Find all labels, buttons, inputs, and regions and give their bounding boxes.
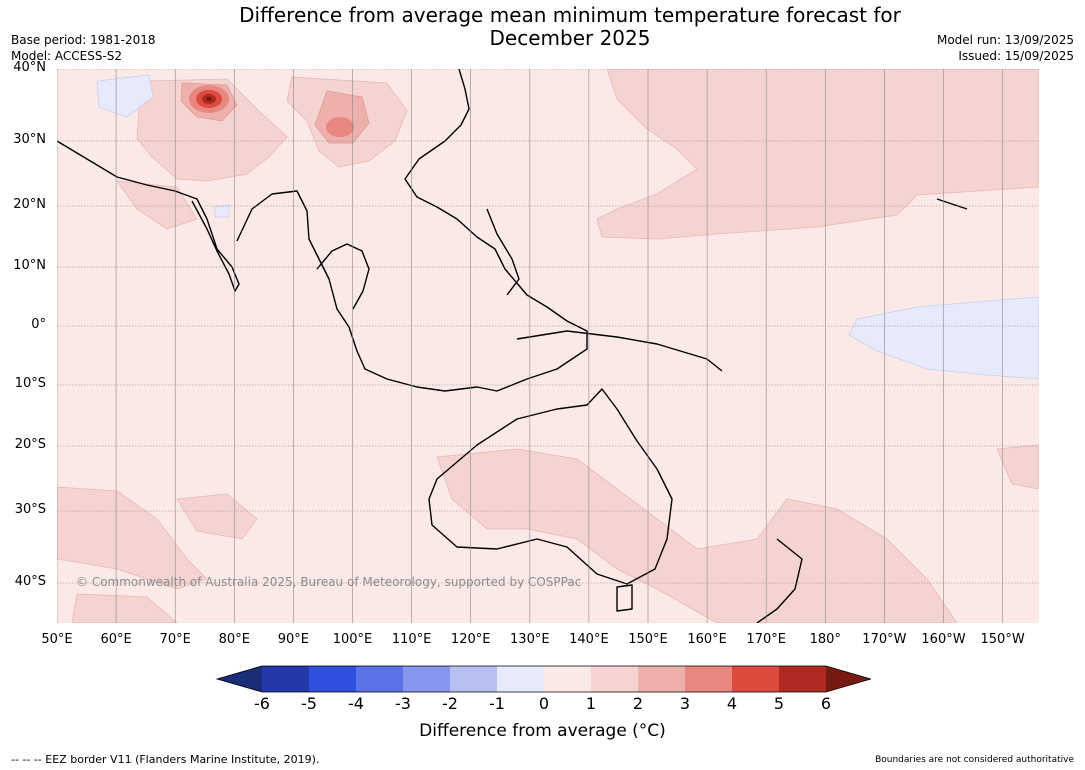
model-run-label: Model run: 13/09/2025 (936, 33, 1074, 47)
anomaly-region-south-indian (57, 486, 208, 590)
latitude-label: 0° (31, 317, 46, 332)
anomaly-shading-hotspot (189, 85, 354, 137)
colorbar-tick-label: 0 (538, 694, 550, 713)
colorbar-segment (356, 666, 403, 692)
model-label: Model: ACCESS-S2 (11, 49, 123, 63)
colorbar-tick-label: 1 (585, 694, 597, 713)
colorbar-segment (309, 666, 356, 692)
meta-left: Base period: 1981-2018 Model: ACCESS-S2 (11, 32, 156, 64)
coast-australia (428, 388, 673, 585)
longitude-label: 150°W (980, 632, 1025, 647)
colorbar-outline (215, 665, 871, 693)
coast-tasmania (616, 584, 633, 612)
colorbar-tick-label: -2 (442, 694, 458, 713)
longitude-label: 100°E (332, 632, 373, 647)
eez-footnote: -- -- -- EEZ border V11 (Flanders Marine… (11, 753, 320, 766)
anomaly-region-negative-asia (96, 74, 154, 118)
longitude-label: 50°E (41, 632, 73, 647)
anomaly-region-arabia (116, 180, 198, 230)
colorbar-segment (497, 666, 544, 692)
longitude-label: 70°E (159, 632, 191, 647)
latitude-label: 10°N (13, 258, 46, 273)
base-period-label: Base period: 1981-2018 (11, 33, 156, 47)
coast-new-zealand (756, 538, 803, 623)
gridlines (57, 69, 1039, 623)
map-panel (57, 69, 1039, 623)
colorbar-under-arrow (217, 666, 262, 692)
anomaly-shading-1to2 (57, 69, 1039, 623)
longitude-label: 170°E (746, 632, 786, 647)
latitude-label: 30°S (14, 502, 46, 517)
latitude-label: 10°S (14, 376, 46, 391)
issued-label: Issued: 15/09/2025 (958, 49, 1074, 63)
anomaly-region-negative-india (214, 204, 230, 218)
colorbar-tick-label: 2 (632, 694, 644, 713)
colorbar-tick-label: 4 (726, 694, 738, 713)
boundaries-footnote: Boundaries are not considered authoritat… (875, 755, 1074, 765)
colorbar-segment (262, 666, 309, 692)
coast-hawaii (936, 198, 968, 210)
anomaly-region-central-asia (136, 78, 288, 182)
map-canvas (57, 69, 1039, 623)
longitude-label: 80°E (218, 632, 250, 647)
colorbar-segment (403, 666, 450, 692)
map-title: Difference from average mean minimum tem… (239, 3, 901, 50)
colorbar-tick-label: -4 (348, 694, 364, 713)
colorbar-segment (591, 666, 638, 692)
anomaly-region-indian-south-2 (176, 493, 258, 540)
coastlines (57, 69, 968, 623)
anomaly-shading-negative (96, 74, 1039, 380)
longitude-label: 130°E (510, 632, 550, 647)
colorbar-segment (685, 666, 732, 692)
anomaly-region-australia-tasman (436, 448, 958, 623)
colorbar-tick-label: 3 (679, 694, 691, 713)
longitude-label: 170°W (862, 632, 907, 647)
anomaly-region-southwest (71, 593, 178, 623)
colorbar-segment (450, 666, 497, 692)
copyright-notice: © Commonwealth of Australia 2025, Bureau… (76, 575, 582, 589)
longitude-label: 150°E (628, 632, 668, 647)
colorbar (215, 665, 871, 693)
colorbar-tick-label: -6 (254, 694, 270, 713)
coast-southeast-asia (236, 69, 588, 392)
coast-philippines (486, 208, 520, 296)
colorbar-over-arrow (826, 666, 871, 692)
coast-india (57, 140, 240, 292)
latitude-label: 20°N (13, 197, 46, 212)
colorbar-segment (732, 666, 779, 692)
anomaly-region-negative-pacific (848, 296, 1039, 380)
longitude-label: 180° (809, 632, 841, 647)
colorbar-tick-label: -3 (395, 694, 411, 713)
coast-new-guinea (516, 330, 723, 372)
longitude-label: 110°E (391, 632, 432, 647)
meta-right: Model run: 13/09/2025 Issued: 15/09/2025 (937, 32, 1074, 64)
colorbar-tick-label: 5 (773, 694, 785, 713)
longitude-label: 90°E (277, 632, 310, 647)
colorbar-tick-label: -5 (301, 694, 317, 713)
longitude-label: 160°E (687, 632, 727, 647)
latitude-label: 20°S (14, 437, 46, 452)
colorbar-segment (779, 666, 826, 692)
anomaly-region-southeast (996, 444, 1039, 490)
longitude-label: 160°W (921, 632, 966, 647)
colorbar-tick-label: 6 (820, 694, 832, 713)
coast-indochina (316, 243, 370, 310)
colorbar-label: Difference from average (°C) (419, 721, 666, 741)
longitude-label: 140°E (569, 632, 609, 647)
longitude-label: 120°E (450, 632, 491, 647)
anomaly-region-north-pacific (596, 69, 1039, 240)
colorbar-segment (544, 666, 591, 692)
colorbar-segment (638, 666, 685, 692)
latitude-label: 40°N (13, 60, 46, 75)
longitude-label: 60°E (100, 632, 132, 647)
latitude-label: 30°N (13, 132, 46, 147)
colorbar-tick-label: -1 (489, 694, 505, 713)
latitude-label: 40°S (14, 574, 46, 589)
